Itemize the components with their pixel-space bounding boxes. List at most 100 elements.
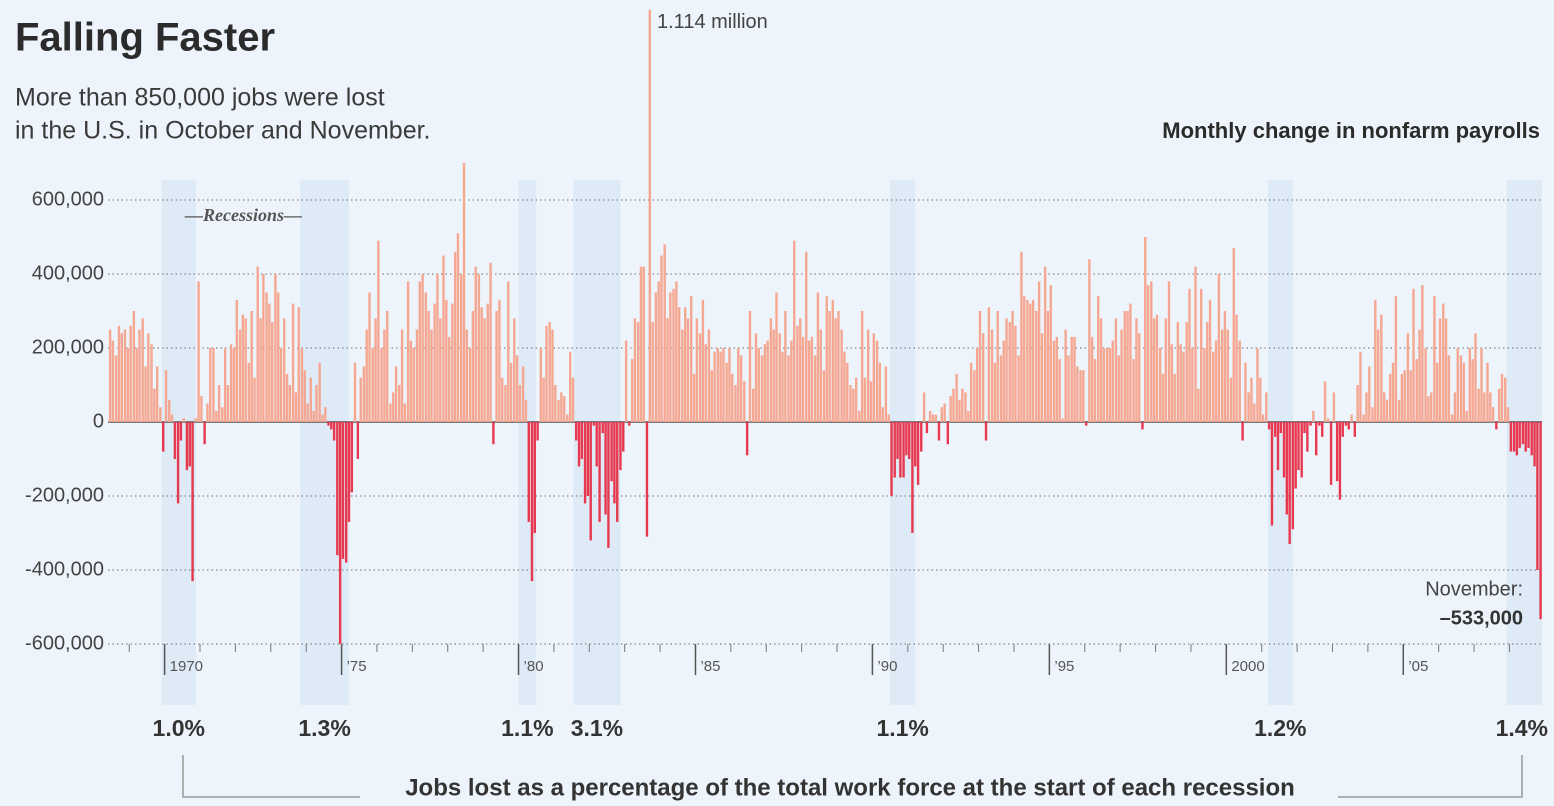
bar: [1453, 392, 1457, 422]
bar: [937, 422, 941, 441]
bar: [1097, 296, 1100, 422]
bar: [1220, 329, 1224, 422]
bar: [707, 329, 711, 422]
bar: [1120, 329, 1123, 422]
bar: [1267, 422, 1271, 430]
bar: [1061, 418, 1065, 422]
bar: [1521, 422, 1525, 445]
bar: [147, 333, 150, 422]
bar: [179, 422, 183, 441]
bar: [536, 422, 539, 441]
bar: [315, 385, 318, 422]
bar: [725, 362, 728, 422]
bar: [586, 422, 590, 496]
bar: [288, 385, 292, 422]
bar: [1058, 359, 1061, 422]
bar: [831, 299, 834, 422]
bar: [557, 399, 560, 422]
bar: [751, 388, 755, 422]
bar: [722, 348, 725, 422]
recession-pct-label: 1.0%: [153, 715, 205, 741]
bar: [309, 377, 312, 422]
bar: [967, 410, 970, 422]
bar: [406, 281, 410, 422]
bar: [828, 311, 831, 422]
bar: [235, 299, 239, 422]
bar: [1291, 422, 1295, 530]
bar: [400, 329, 404, 422]
bar: [1026, 299, 1029, 422]
recession-bands: [161, 180, 1542, 705]
bar: [757, 348, 761, 422]
bar: [1238, 340, 1241, 422]
bar: [271, 322, 274, 422]
bar: [1536, 422, 1539, 570]
bar: [769, 318, 773, 422]
bar: [489, 262, 492, 422]
bar: [1208, 299, 1212, 422]
bar: [380, 348, 383, 422]
bar: [1188, 288, 1191, 422]
bar: [701, 299, 705, 422]
bar: [347, 422, 351, 522]
bar: [256, 266, 259, 422]
bar: [571, 377, 575, 422]
bar: [480, 307, 483, 422]
bar: [135, 348, 138, 422]
bar: [1285, 422, 1289, 515]
bar: [1327, 418, 1330, 422]
bar: [250, 311, 253, 422]
bar: [1380, 314, 1383, 422]
bar: [1279, 422, 1283, 434]
recession-label: —Recessions—: [184, 205, 302, 225]
bar: [1471, 359, 1474, 422]
bar: [168, 399, 171, 422]
bar: [300, 348, 304, 422]
bar: [704, 344, 707, 422]
bar: [403, 403, 407, 422]
bar: [221, 407, 224, 422]
bar: [766, 340, 769, 422]
bar: [630, 359, 634, 422]
bar: [359, 377, 362, 422]
axes: -600,000 -400,000 -200,000 0 200,000 400,000 6…: [25, 188, 1510, 675]
caption: Jobs lost as a percentage of the total w…: [405, 774, 1295, 801]
bar: [495, 311, 498, 422]
bar: [138, 329, 141, 422]
bar: [209, 348, 212, 422]
bar: [439, 318, 442, 422]
bar: [120, 333, 124, 422]
bar: [837, 311, 840, 422]
bar: [1144, 237, 1147, 422]
bar: [126, 348, 130, 422]
bar: [651, 322, 654, 422]
bar: [1256, 348, 1259, 422]
bar: [1462, 362, 1465, 422]
bar: [365, 329, 368, 422]
bar: [666, 318, 669, 422]
bar: [639, 266, 643, 422]
bar: [1185, 322, 1188, 422]
bar: [1105, 348, 1109, 422]
bar: [412, 348, 415, 422]
bar: [1497, 388, 1501, 422]
bar: [645, 422, 649, 537]
bar: [1312, 410, 1315, 422]
bar: [350, 422, 354, 493]
bar: [875, 340, 879, 422]
bar: [1489, 392, 1492, 422]
bar: [858, 410, 861, 422]
bar: [772, 329, 775, 422]
bar: [1046, 311, 1050, 422]
bar: [1090, 336, 1094, 422]
bar: [613, 422, 616, 504]
bar: [1226, 329, 1229, 422]
bar: [1288, 422, 1291, 545]
bar: [206, 403, 209, 422]
bar: [568, 351, 572, 422]
bar: [1524, 422, 1527, 452]
bar: [1509, 422, 1513, 452]
bar: [1043, 266, 1047, 422]
bar: [374, 318, 377, 422]
recession-pct-label: 1.4%: [1496, 715, 1548, 741]
